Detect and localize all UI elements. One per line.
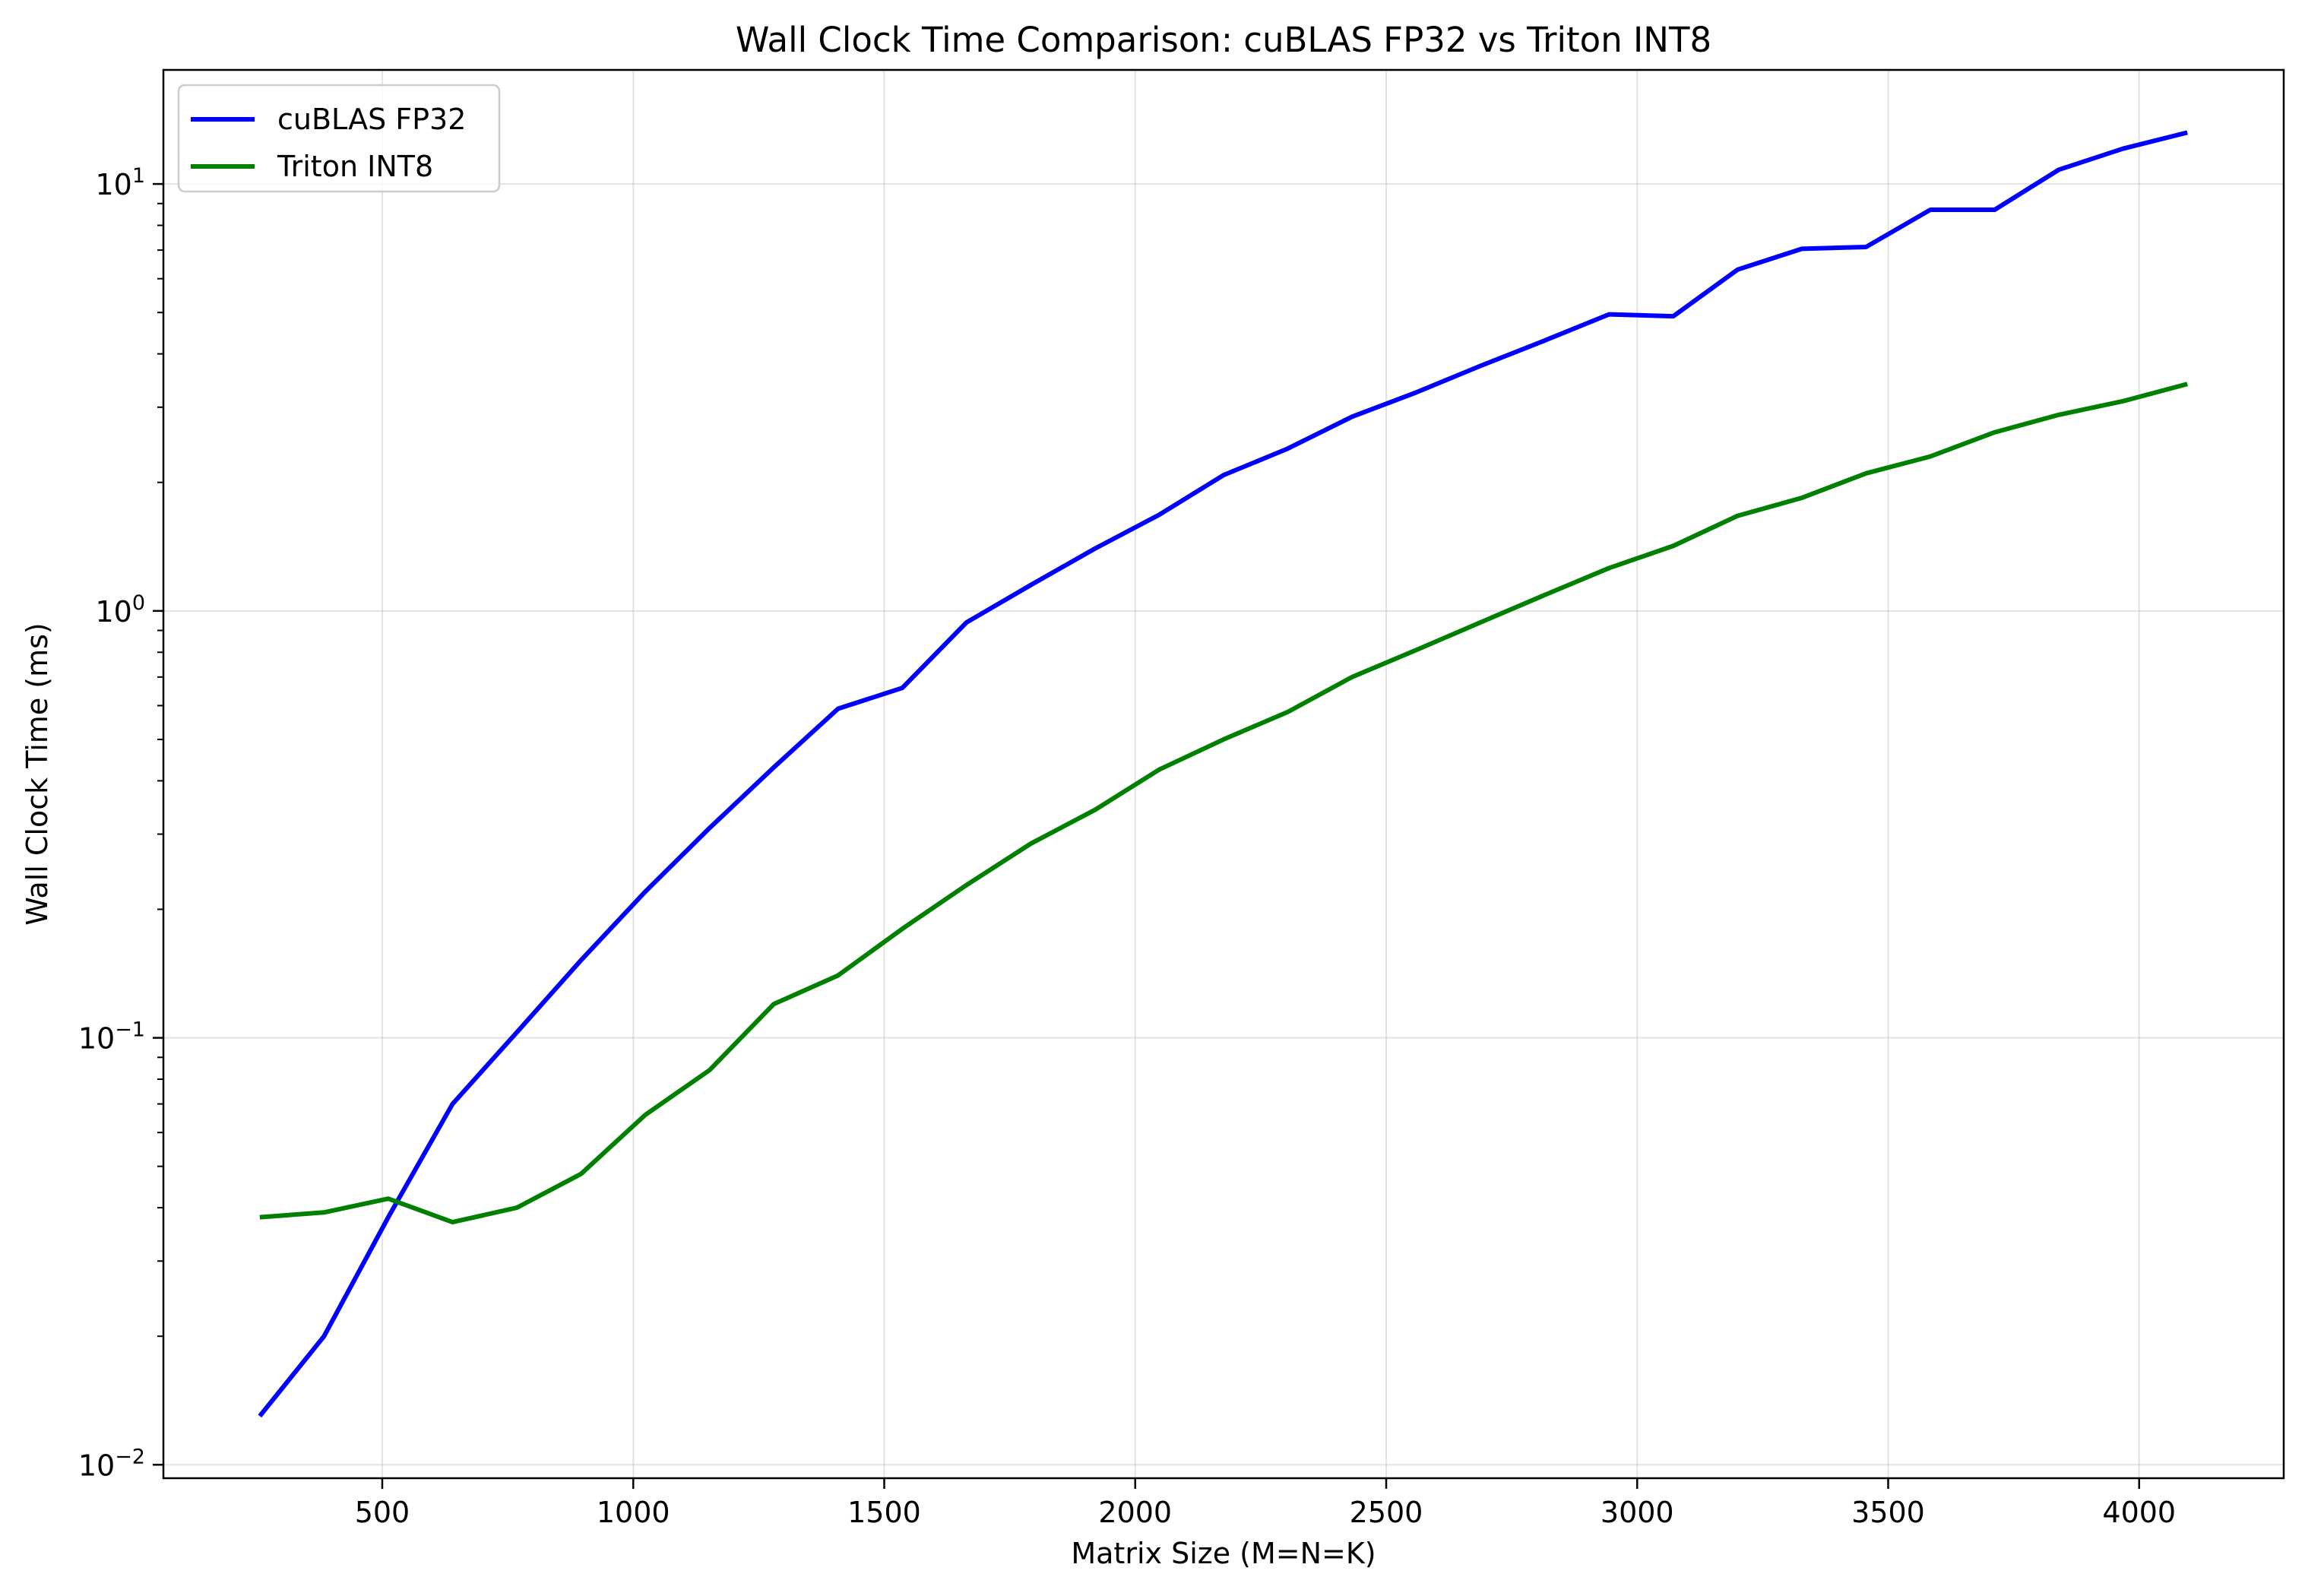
y-tick-label: 101 <box>95 164 145 201</box>
y-tick-label: 10−1 <box>78 1018 145 1056</box>
y-tick-label: 10−2 <box>78 1445 145 1482</box>
series-line-1 <box>259 382 2188 1225</box>
legend-label-0: cuBLAS FP32 <box>277 103 466 136</box>
y-axis-label: Wall Clock Time (ms) <box>21 622 54 925</box>
series-line-0 <box>258 130 2188 1418</box>
x-tick-label: 2500 <box>1350 1496 1423 1529</box>
chart-title: Wall Clock Time Comparison: cuBLAS FP32 … <box>736 20 1711 60</box>
plot-area-frame <box>162 68 2285 1480</box>
series-lines <box>258 130 2188 1418</box>
x-axis-label: Matrix Size (M=N=K) <box>1071 1537 1376 1570</box>
x-tick-label: 3500 <box>1851 1496 1925 1529</box>
legend: cuBLAS FP32 Triton INT8 <box>177 84 501 193</box>
x-tick-label: 1000 <box>597 1496 670 1529</box>
x-tick-label: 500 <box>355 1496 410 1529</box>
axis-ticks: 500 1000 1500 2000 2500 3000 3500 4000 10−2 10−1 1… <box>78 164 2176 1529</box>
x-tick-label: 1500 <box>847 1496 921 1529</box>
legend-label-1: Triton INT8 <box>277 150 433 183</box>
x-tick-label: 4000 <box>2102 1496 2176 1529</box>
x-tick-label: 2000 <box>1098 1496 1172 1529</box>
legend-box <box>177 84 501 193</box>
grid-lines <box>163 70 2284 1478</box>
y-tick-label: 100 <box>95 591 145 629</box>
x-tick-label: 3000 <box>1601 1496 1674 1529</box>
